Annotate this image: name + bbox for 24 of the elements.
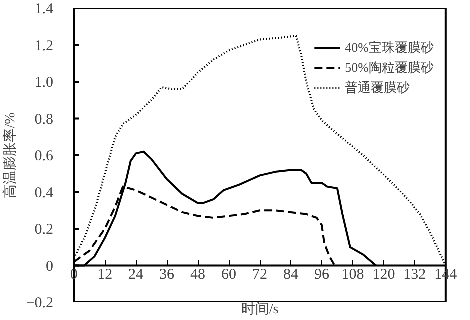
x-tick-label: 108 — [342, 266, 364, 283]
x-tick-label: 120 — [372, 266, 396, 283]
x-tick-label: 24 — [128, 266, 144, 283]
y-tick-label: −0.2 — [26, 296, 54, 312]
x-axis-title: 时间/s — [241, 302, 279, 318]
x-tick-label: 36 — [160, 266, 176, 283]
legend-label: 50%陶粒覆膜砂 — [345, 59, 434, 77]
x-tick-label: 48 — [190, 266, 206, 283]
x-tick-label: 84 — [283, 266, 299, 283]
x-tick-label: 12 — [98, 266, 113, 283]
y-tick-label: 1.4 — [34, 2, 54, 18]
x-tick-label: 96 — [314, 266, 330, 283]
y-tick-label: 0.8 — [34, 112, 54, 128]
legend-label: 40%宝珠覆膜砂 — [345, 39, 434, 57]
legend-label: 普通覆膜砂 — [345, 79, 410, 97]
y-tick-label: 1.2 — [34, 38, 54, 54]
y-tick-label: 0.2 — [34, 222, 54, 238]
x-tick-label: 132 — [404, 266, 426, 283]
y-tick-label: 0.4 — [34, 185, 54, 202]
x-tick-label: 72 — [252, 266, 268, 283]
y-tick-label: 1.0 — [34, 75, 54, 91]
y-tick-label: 0.6 — [34, 148, 54, 164]
y-axis-title: 高温膨胀率/% — [2, 112, 18, 198]
x-tick-label: 60 — [222, 266, 237, 283]
